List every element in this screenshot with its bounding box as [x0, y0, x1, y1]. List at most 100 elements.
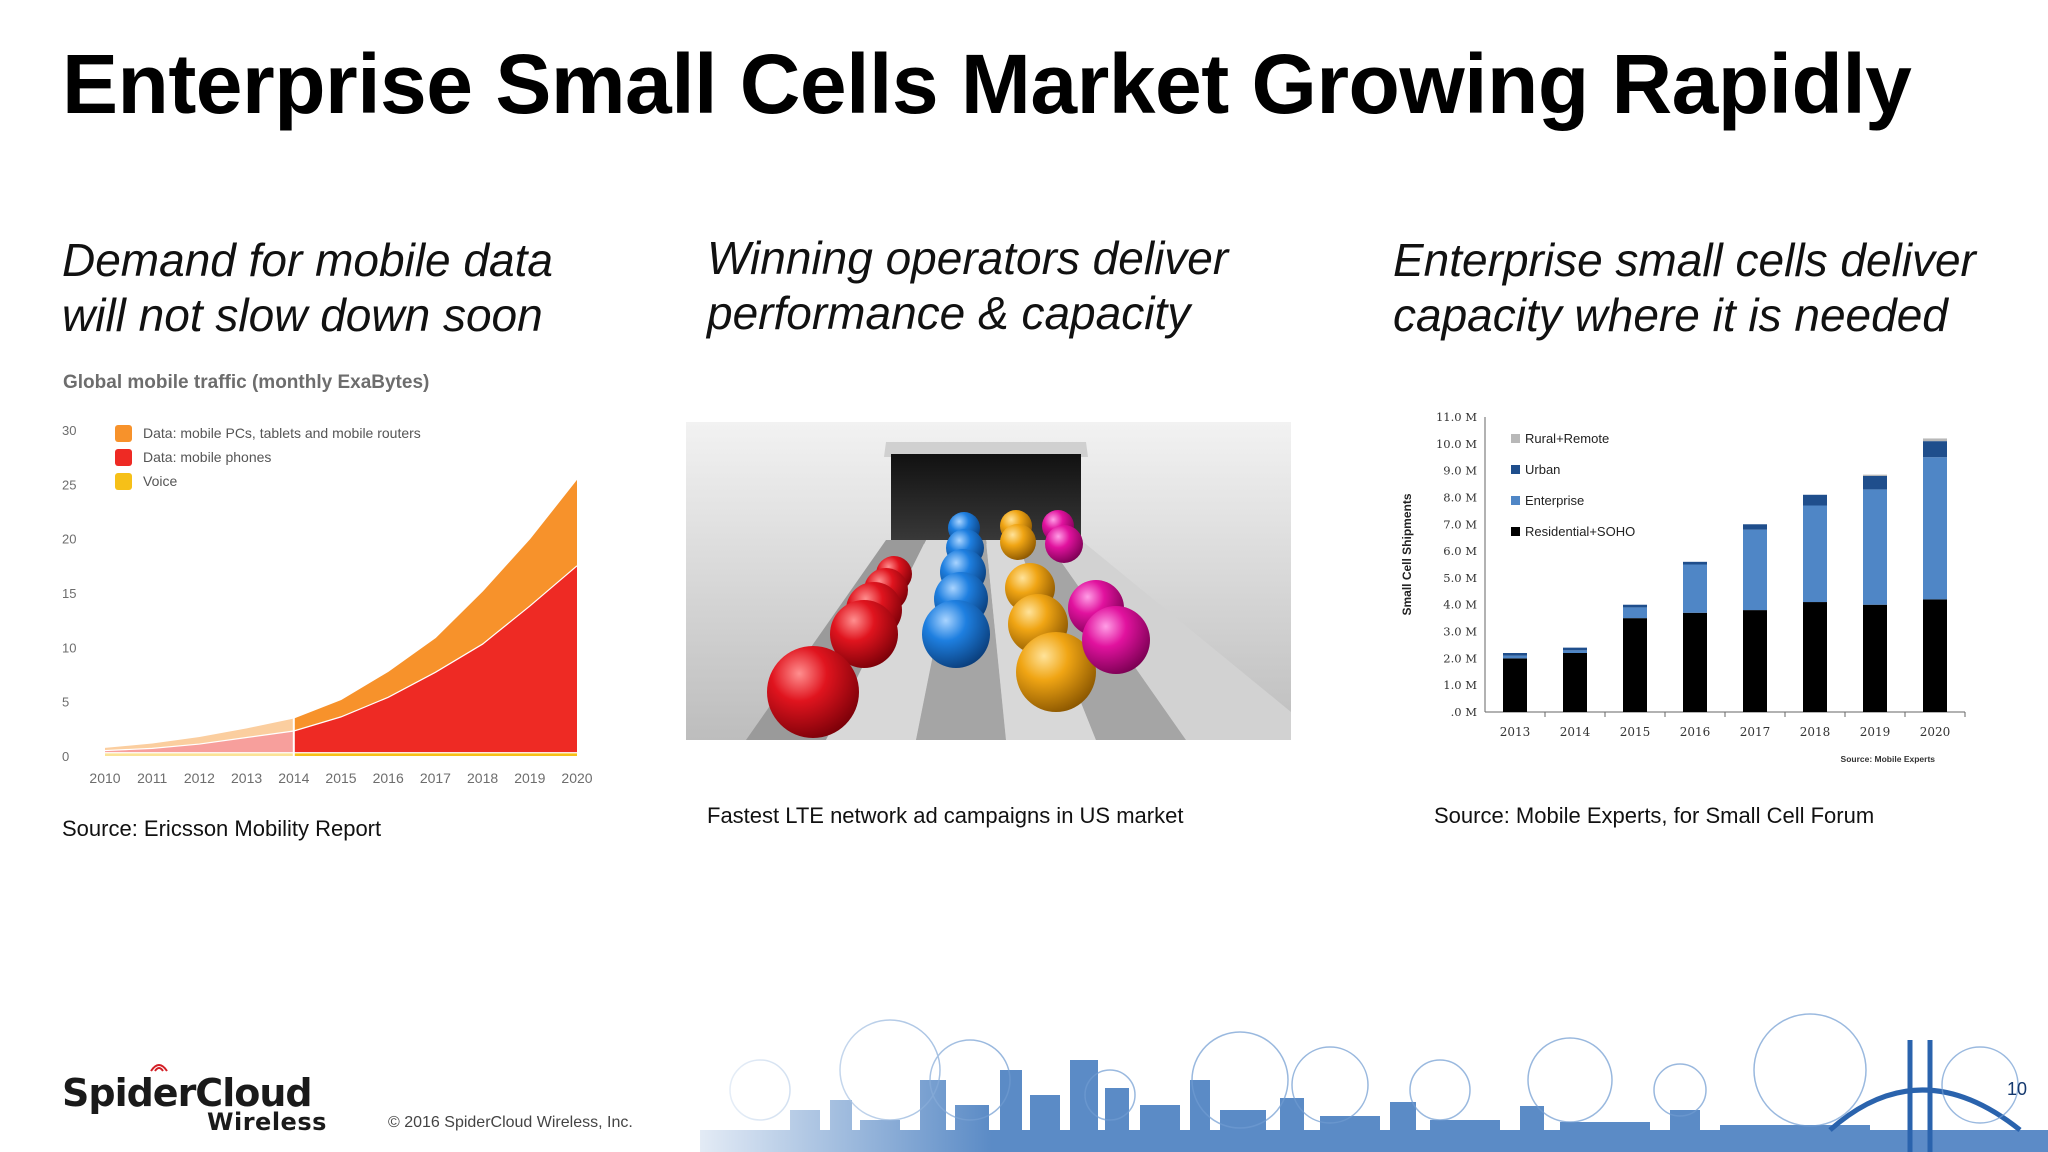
chart1-y-tick: 25: [62, 477, 76, 492]
column-3-heading: Enterprise small cells deliver capacity …: [1393, 233, 2033, 343]
ad-campaign-caption: Fastest LTE network ad campaigns in US m…: [707, 803, 1184, 828]
chart1-x-tick: 2013: [231, 770, 262, 786]
chart3-x-tick: 2013: [1500, 725, 1531, 739]
chart3-bar-urban: [1923, 441, 1947, 458]
red-balls: [767, 556, 912, 738]
chart3-legend-label: Urban: [1525, 462, 1560, 477]
chart3-bar-residential: [1503, 658, 1527, 712]
column-1-heading-line1: Demand for mobile data: [62, 234, 553, 286]
chart1-x-tick: 2014: [278, 770, 309, 786]
chart1-area-phones: [105, 565, 577, 753]
chart3-y-tick: 9.0 M: [1443, 464, 1477, 478]
chart3-y-tick: 6.0 M: [1443, 544, 1477, 558]
slide-title: Enterprise Small Cells Market Growing Ra…: [62, 37, 1912, 131]
chart1-x-tick: 2019: [514, 770, 545, 786]
chart3-y-tick: 3.0 M: [1443, 625, 1477, 639]
chart1-y-tick: 20: [62, 532, 76, 547]
logo-main-text: SpiderCloud: [62, 1071, 313, 1115]
chart3-bar-urban: [1503, 653, 1527, 656]
chart3-note: Source: Mobile Experts: [1841, 754, 1936, 764]
chart3-bar-residential: [1923, 599, 1947, 712]
chart1-x-tick: 2010: [89, 770, 120, 786]
chart1-line-phones: [104, 565, 578, 752]
page-number: 10: [2007, 1079, 2028, 1099]
chart3-bar-residential: [1683, 612, 1707, 712]
chart3-bar-urban: [1743, 524, 1767, 530]
chart1-x-tick: 2018: [467, 770, 498, 786]
chart1-title: Global mobile traffic (monthly ExaBytes): [63, 372, 429, 393]
small-cell-shipments-bar-chart: .0 M 1.0 M 2.0 M 3.0 M 4.0 M 5.0 M 6.0 M 7.0 M 8…: [1400, 410, 1966, 764]
chart3-bar-residential: [1563, 653, 1587, 712]
chart3-y-tick: 7.0 M: [1443, 517, 1477, 531]
chart3-y-tick: 1.0 M: [1443, 678, 1477, 692]
chart1-y-tick: 0: [62, 749, 69, 764]
chart3-bar-enterprise: [1503, 655, 1527, 659]
chart1-history-shade: [105, 430, 294, 756]
chart3-bar-residential: [1863, 604, 1887, 712]
chart1-y-tick: 30: [62, 423, 76, 438]
chart3-y-tick: .0 M: [1451, 705, 1478, 719]
chart3-bar-residential: [1623, 618, 1647, 712]
yellow-balls: [1000, 510, 1096, 712]
chart3-x-tick: 2017: [1740, 725, 1771, 739]
chart3-bar-residential: [1803, 602, 1827, 712]
chart3-bar-enterprise: [1923, 457, 1947, 600]
chart3-x-tick: 2019: [1860, 725, 1891, 739]
chart3-bar-enterprise: [1863, 489, 1887, 605]
chart1-x-tick: 2011: [137, 770, 167, 786]
chart3-y-tick: 10.0 M: [1436, 437, 1477, 451]
chart3-x-tick: 2020: [1920, 725, 1951, 739]
chart1-x-tick: 2020: [561, 770, 592, 786]
chart1-line-pcs: [104, 478, 578, 748]
chart3-bar-enterprise: [1623, 607, 1647, 619]
chart1-x-tick: 2012: [184, 770, 215, 786]
spidercloud-logo: SpiderCloud Wireless: [62, 1064, 326, 1136]
chart3-y-tick: 8.0 M: [1443, 490, 1477, 504]
column-2-heading-line2: performance & capacity: [707, 287, 1191, 339]
chart1-legend-label: Data: mobile PCs, tablets and mobile rou…: [143, 425, 421, 441]
chart1-area-pcs: [105, 478, 577, 751]
chart3-bar-urban: [1563, 647, 1587, 651]
chart3-bar-residential: [1743, 610, 1767, 712]
chart3-bar-urban: [1623, 604, 1647, 608]
chart1-legend-swatch: [115, 473, 132, 490]
magenta-balls: [1042, 510, 1150, 674]
chart3-bar-enterprise: [1683, 564, 1707, 613]
chart1-y-tick: 15: [62, 586, 76, 601]
chart3-y-tick: 4.0 M: [1443, 598, 1477, 612]
chart3-x-tick: 2016: [1680, 725, 1711, 739]
chart3-legend-label: Residential+SOHO: [1525, 524, 1635, 539]
chart3-legend-swatch: [1511, 465, 1520, 474]
chart3-bar-rural: [1923, 438, 1947, 442]
chart3-bar-enterprise: [1803, 505, 1827, 603]
chart3-bar-urban: [1863, 476, 1887, 490]
chart3-y-tick: 11.0 M: [1436, 410, 1477, 424]
column-3-heading-line1: Enterprise small cells deliver: [1393, 234, 1976, 286]
column-2-heading-line1: Winning operators deliver: [707, 232, 1229, 284]
city-skyline-art: [640, 1010, 2048, 1152]
chart3-x-tick: 2014: [1560, 725, 1591, 739]
chart3-legend-label: Rural+Remote: [1525, 431, 1609, 446]
chart3-y-label: Small Cell Shipments: [1400, 493, 1414, 615]
chart3-legend-swatch: [1511, 527, 1520, 536]
chart3-y-tick: 2.0 M: [1443, 651, 1477, 665]
chart3-bar-enterprise: [1743, 529, 1767, 611]
chart1-x-tick: 2015: [325, 770, 356, 786]
chart1-legend-label: Voice: [143, 473, 177, 489]
column-1-heading: Demand for mobile data will not slow dow…: [62, 233, 662, 343]
chart1-legend-swatch: [115, 449, 132, 466]
chart1-legend-label: Data: mobile phones: [143, 449, 271, 465]
mobile-experts-source: Source: Mobile Experts, for Small Cell F…: [1434, 803, 1875, 828]
chart1-legend-swatch: [115, 425, 132, 442]
column-1-heading-line2: will not slow down soon: [62, 289, 543, 341]
column-3-heading-line2: capacity where it is needed: [1393, 289, 1948, 341]
copyright: © 2016 SpiderCloud Wireless, Inc.: [388, 1114, 633, 1131]
chart3-bar-rural: [1863, 474, 1887, 476]
chart3-legend-label: Enterprise: [1525, 493, 1584, 508]
chart3-y-tick: 5.0 M: [1443, 571, 1477, 585]
column-2-heading: Winning operators deliver performance & …: [707, 231, 1327, 341]
conveyor-balls-image: [686, 422, 1291, 740]
chart3-legend-swatch: [1511, 434, 1520, 443]
chart3-bar-urban: [1683, 561, 1707, 565]
chart3-x-tick: 2018: [1800, 725, 1831, 739]
